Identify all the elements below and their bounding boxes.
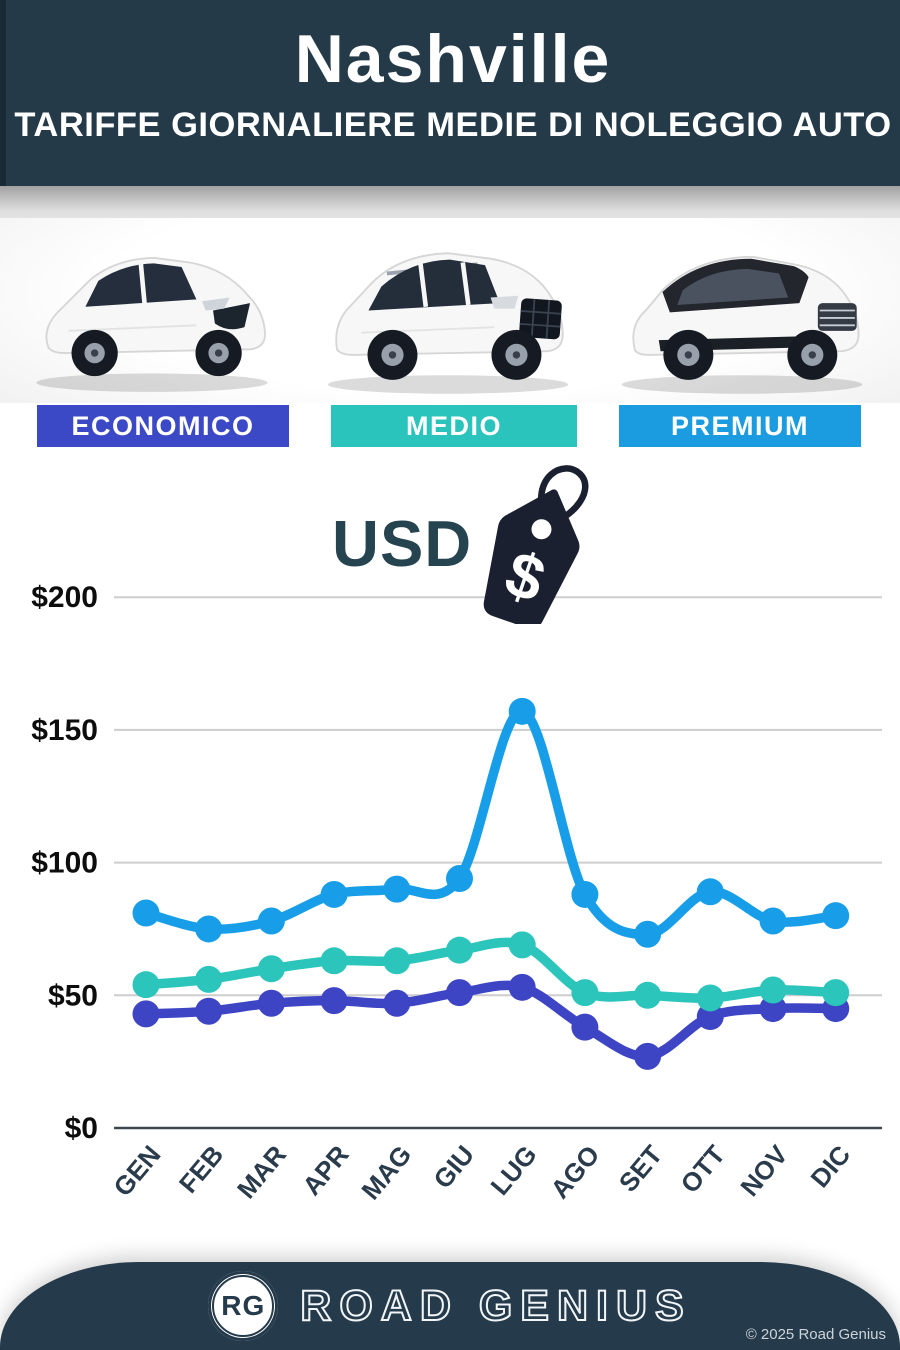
y-tick-label-100: $100 <box>31 847 98 880</box>
point-premium-OTT <box>696 878 724 906</box>
road-genius-logo: RG <box>208 1271 279 1341</box>
point-economico-AGO <box>571 1013 599 1041</box>
point-medio-AGO <box>571 979 599 1007</box>
point-medio-GIU <box>446 936 473 964</box>
point-premium-AGO <box>571 880 599 908</box>
footer: RG ROAD GENIUS © 2025 Road Genius <box>0 1262 900 1350</box>
point-economico-GEN <box>132 1000 160 1028</box>
x-tick-label-GIU: GIU <box>427 1140 480 1195</box>
point-economico-APR <box>320 987 348 1015</box>
economy-car-image <box>36 256 268 392</box>
x-tick-label-MAR: MAR <box>231 1139 292 1204</box>
point-economico-MAR <box>257 989 285 1017</box>
point-premium-GIU <box>446 865 473 893</box>
point-medio-SET <box>634 981 662 1009</box>
tag-body <box>483 489 580 624</box>
point-premium-NOV <box>759 907 787 935</box>
brand-name: ROAD GENIUS <box>299 1281 692 1331</box>
x-tick-label-AGO: AGO <box>544 1140 605 1205</box>
point-premium-GEN <box>132 899 160 927</box>
x-tick-label-FEB: FEB <box>173 1140 229 1199</box>
tag-hole <box>531 519 552 540</box>
x-tick-label-OTT: OTT <box>674 1139 730 1198</box>
x-tick-label-GEN: GEN <box>107 1140 166 1202</box>
point-medio-OTT <box>696 984 724 1012</box>
point-medio-FEB <box>195 965 223 993</box>
x-tick-label-NOV: NOV <box>734 1139 794 1202</box>
price-tag-icon: $ <box>483 465 589 624</box>
point-premium-MAR <box>257 907 285 935</box>
y-tick-label-0: $0 <box>65 1112 98 1145</box>
point-economico-FEB <box>195 997 223 1025</box>
point-medio-GEN <box>132 971 160 999</box>
point-economico-SET <box>634 1042 662 1070</box>
midsize-car-image <box>327 252 569 394</box>
x-tick-label-DIC: DIC <box>805 1139 857 1193</box>
point-economico-MAG <box>383 989 411 1017</box>
badge-economico: ECONOMICO <box>37 405 289 447</box>
point-economico-GIU <box>446 979 473 1007</box>
tag-rope <box>537 465 589 528</box>
point-medio-APR <box>320 947 348 975</box>
badge-medio: MEDIO <box>331 405 577 447</box>
point-premium-DIC <box>822 902 850 930</box>
point-medio-LUG <box>508 931 536 959</box>
premium-car-image <box>621 255 863 394</box>
y-tick-label-150: $150 <box>31 714 98 747</box>
point-premium-LUG <box>508 697 536 725</box>
x-tick-label-SET: SET <box>613 1139 669 1197</box>
page-subtitle: TARIFFE GIORNALIERE MEDIE DI NOLEGGIO AU… <box>14 106 892 144</box>
y-tick-label-50: $50 <box>48 979 98 1012</box>
y-tick-label-200: $200 <box>31 581 98 614</box>
header: Nashville TARIFFE GIORNALIERE MEDIE DI N… <box>0 0 900 186</box>
point-premium-MAG <box>383 875 411 903</box>
point-medio-DIC <box>822 979 850 1007</box>
car-images-row <box>0 218 900 403</box>
x-tick-label-APR: APR <box>296 1139 354 1201</box>
x-tick-label-MAG: MAG <box>355 1140 417 1206</box>
point-medio-NOV <box>759 976 787 1004</box>
point-economico-NOV <box>759 995 787 1023</box>
point-premium-APR <box>320 880 348 908</box>
logo-initials: RG <box>212 1275 275 1337</box>
copyright-text: © 2025 Road Genius <box>745 1326 886 1343</box>
page-title: Nashville <box>294 21 612 97</box>
badge-premium: PREMIUM <box>619 405 861 447</box>
point-premium-FEB <box>195 915 223 943</box>
point-medio-MAG <box>383 947 411 975</box>
point-economico-OTT <box>696 1003 724 1031</box>
point-medio-MAR <box>257 955 285 983</box>
series-line-premium <box>141 706 841 940</box>
rates-line-chart: $0 $50 $100 $150 $200 GEN FEB MAR APR MAG GIU LUG AG… <box>31 581 882 1206</box>
point-premium-SET <box>634 920 662 948</box>
currency-label: USD <box>332 507 473 580</box>
point-economico-LUG <box>508 973 536 1001</box>
x-tick-label-LUG: LUG <box>485 1140 543 1201</box>
